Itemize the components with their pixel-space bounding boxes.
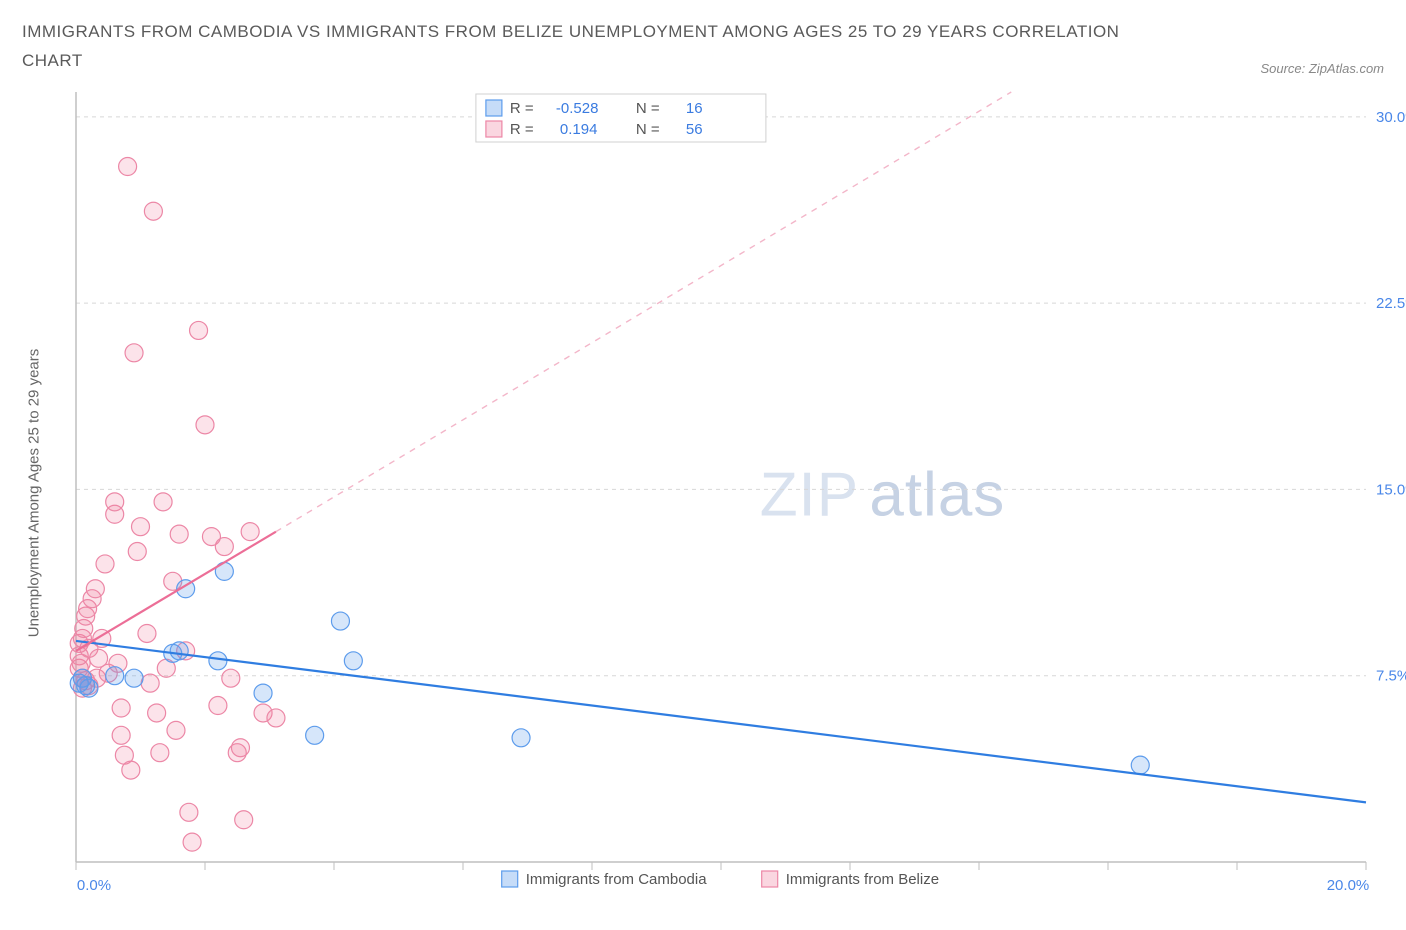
watermark: ZIP <box>760 460 859 529</box>
y-axis-label: Unemployment Among Ages 25 to 29 years <box>26 349 43 638</box>
data-point <box>222 669 240 687</box>
data-point <box>209 652 227 670</box>
data-point <box>112 726 130 744</box>
data-point <box>235 811 253 829</box>
stats-label: N = <box>636 100 660 117</box>
stats-r-blue: -0.528 <box>556 100 599 117</box>
y-tick-label: 30.0% <box>1376 109 1406 126</box>
stats-label: R = <box>510 100 534 117</box>
data-point <box>209 696 227 714</box>
y-tick-label: 22.5% <box>1376 295 1406 312</box>
data-point <box>254 684 272 702</box>
data-point <box>125 344 143 362</box>
data-point <box>170 642 188 660</box>
data-point <box>80 679 98 697</box>
swatch-blue-icon <box>486 100 502 116</box>
legend-label-blue: Immigrants from Cambodia <box>526 871 708 888</box>
data-point <box>112 699 130 717</box>
legend-swatch-pink-icon <box>762 871 778 887</box>
data-point <box>138 624 156 642</box>
x-tick-label: 0.0% <box>77 877 111 894</box>
data-point <box>122 761 140 779</box>
trend-line-pink <box>76 531 276 650</box>
data-point <box>215 537 233 555</box>
data-point <box>125 669 143 687</box>
data-point <box>512 729 530 747</box>
data-point <box>132 517 150 535</box>
data-point <box>183 833 201 851</box>
stats-n-blue: 16 <box>686 100 703 117</box>
data-point <box>106 666 124 684</box>
chart-source: Source: ZipAtlas.com <box>1260 61 1384 76</box>
data-point <box>267 709 285 727</box>
x-tick-label: 20.0% <box>1327 877 1370 894</box>
data-point <box>128 542 146 560</box>
chart-header: IMMIGRANTS FROM CAMBODIA VS IMMIGRANTS F… <box>22 18 1384 76</box>
data-point <box>96 555 114 573</box>
data-point <box>231 739 249 757</box>
stats-label: R = <box>510 121 534 138</box>
y-tick-label: 15.0% <box>1376 481 1406 498</box>
data-point <box>331 612 349 630</box>
data-point <box>1131 756 1149 774</box>
data-point <box>86 580 104 598</box>
swatch-pink-icon <box>486 121 502 137</box>
stats-n-pink: 56 <box>686 121 703 138</box>
chart-title: IMMIGRANTS FROM CAMBODIA VS IMMIGRANTS F… <box>22 18 1122 76</box>
stats-r-pink: 0.194 <box>560 121 598 138</box>
data-point <box>196 416 214 434</box>
watermark: atlas <box>869 460 1005 529</box>
scatter-chart: ZIPatlas 7.5% 15.0% 22.5% 30.0% 0.0% 20.0% R = -… <box>58 84 1406 902</box>
data-point <box>119 157 137 175</box>
data-point <box>241 522 259 540</box>
data-point <box>306 726 324 744</box>
y-tick-label: 7.5% <box>1376 667 1406 684</box>
data-point <box>144 202 162 220</box>
data-point <box>151 743 169 761</box>
data-point <box>141 674 159 692</box>
stats-label: N = <box>636 121 660 138</box>
chart-container: Unemployment Among Ages 25 to 29 years Z… <box>58 84 1384 902</box>
data-point <box>106 493 124 511</box>
legend-swatch-blue-icon <box>502 871 518 887</box>
data-point <box>170 525 188 543</box>
data-point <box>190 321 208 339</box>
legend-label-pink: Immigrants from Belize <box>786 871 939 888</box>
data-point <box>167 721 185 739</box>
data-point <box>148 704 166 722</box>
data-point <box>344 652 362 670</box>
data-point <box>154 493 172 511</box>
data-point <box>180 803 198 821</box>
